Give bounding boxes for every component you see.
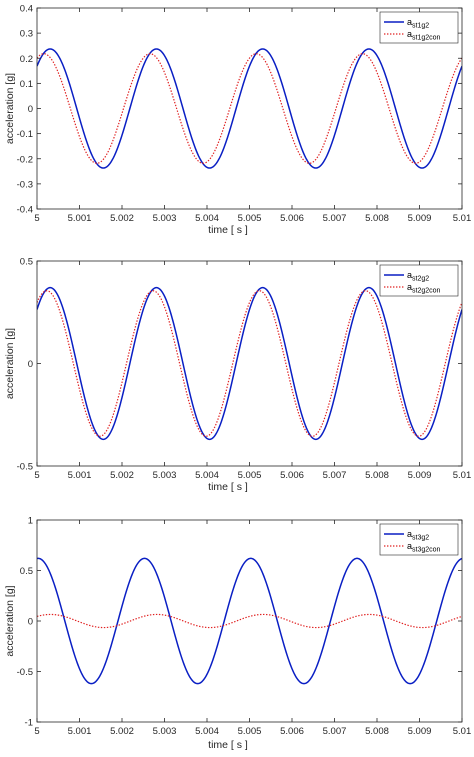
- x-tick-label: 5.007: [323, 213, 347, 224]
- x-tick-label: 5.009: [408, 213, 432, 224]
- x-tick-label: 5.01: [453, 213, 472, 224]
- legend-name: a: [407, 541, 412, 551]
- legend-box: [379, 523, 459, 556]
- x-tick-label: 5.009: [408, 470, 432, 481]
- x-tick-label: 5.005: [238, 726, 262, 737]
- x-tick-label: 5.006: [280, 726, 304, 737]
- y-tick-label: -0.4: [17, 205, 33, 216]
- legend-entry: ast1g2: [407, 17, 429, 30]
- x-tick-label: 5.01: [453, 726, 472, 737]
- y-axis-label: acceleration [g]: [4, 73, 16, 144]
- x-tick-label: 5.009: [408, 726, 432, 737]
- x-tick-label: 5.004: [195, 213, 219, 224]
- legend-name-subscript: st2g2con: [412, 288, 441, 295]
- series-line-a_st2g2con: [37, 290, 462, 437]
- legend-name-subscript: st3g2: [412, 535, 429, 542]
- y-axis-label: acceleration [g]: [4, 328, 16, 399]
- series-line-a_st2g2: [37, 286, 462, 441]
- legend-box: [379, 11, 459, 44]
- legend-name: a: [407, 529, 412, 539]
- x-axis-label: time [ s ]: [208, 739, 248, 751]
- x-tick-label: 5.004: [195, 726, 219, 737]
- x-tick-label: 5.008: [365, 213, 389, 224]
- series-group: [37, 48, 462, 169]
- legend-entry: ast1g2con: [407, 29, 441, 42]
- x-tick-label: 5.003: [153, 213, 177, 224]
- y-tick-label: 0.2: [20, 54, 33, 65]
- legend-name-subscript: st1g2con: [412, 35, 441, 42]
- x-tick-label: 5.008: [365, 470, 389, 481]
- y-tick-label: -0.3: [17, 179, 33, 190]
- legend-name-subscript: st2g2: [412, 276, 429, 283]
- y-tick-label: 1: [28, 516, 33, 527]
- y-tick-label: -1: [25, 718, 33, 729]
- x-tick-label: 5: [34, 726, 39, 737]
- series-group: [37, 286, 462, 441]
- x-tick-label: 5.002: [110, 726, 134, 737]
- x-tick-label: 5.006: [280, 213, 304, 224]
- x-tick-label: 5: [34, 470, 39, 481]
- x-axis-label: time [ s ]: [208, 481, 248, 493]
- x-tick-label: 5.004: [195, 470, 219, 481]
- series-line-a_st1g2con: [37, 53, 462, 164]
- legend-entry: ast2g2con: [407, 282, 441, 295]
- y-tick-label: -0.5: [17, 667, 33, 678]
- chart-2: 5 5.001 5.002 5.003 5.004 5.005 5.006 5.007 5.00…: [4, 257, 471, 494]
- x-tick-label: 5.005: [238, 470, 262, 481]
- legend-name: a: [407, 29, 412, 39]
- y-tick-label: -0.1: [17, 129, 33, 140]
- x-tick-label: 5.007: [323, 470, 347, 481]
- x-axis-label: time [ s ]: [208, 224, 248, 236]
- chart-1: 5 5.001 5.002 5.003 5.004 5.005 5.006 5.007 5.00…: [4, 4, 471, 237]
- y-tick-label: -0.2: [17, 154, 33, 165]
- legend-name: a: [407, 270, 412, 280]
- y-tick-label: 0: [28, 104, 33, 115]
- series-line-a_st1g2: [37, 48, 462, 169]
- x-tick-label: 5.008: [365, 726, 389, 737]
- y-tick-label: 0.4: [20, 4, 33, 15]
- x-tick-label: 5.001: [68, 470, 92, 481]
- x-tick-label: 5.003: [153, 470, 177, 481]
- x-tick-label: 5.005: [238, 213, 262, 224]
- x-tick-label: 5.01: [453, 470, 472, 481]
- legend-entry: ast3g2: [407, 529, 429, 542]
- x-tick-label: 5.002: [110, 213, 134, 224]
- series-line-a_st3g2: [37, 557, 462, 685]
- x-tick-label: 5.003: [153, 726, 177, 737]
- y-tick-label: -0.5: [17, 462, 33, 473]
- series-group: [37, 557, 462, 685]
- y-axis-label: acceleration [g]: [4, 585, 16, 656]
- y-tick-label: 0: [28, 617, 33, 628]
- series-line-a_st3g2con: [37, 613, 462, 629]
- legend-name: a: [407, 17, 412, 27]
- y-tick-label: 0: [28, 359, 33, 370]
- legend-name-subscript: st3g2con: [412, 547, 441, 554]
- x-tick-label: 5.001: [68, 726, 92, 737]
- x-tick-label: 5: [34, 213, 39, 224]
- legend-entry: ast3g2con: [407, 541, 441, 554]
- x-tick-label: 5.006: [280, 470, 304, 481]
- y-tick-label: 0.1: [20, 79, 33, 90]
- y-tick-label: 0.5: [20, 566, 33, 577]
- y-tick-label: 0.5: [20, 257, 33, 268]
- legend-name: a: [407, 282, 412, 292]
- x-tick-label: 5.007: [323, 726, 347, 737]
- x-tick-label: 5.002: [110, 470, 134, 481]
- legend-box: [379, 264, 459, 297]
- legend-entry: ast2g2: [407, 270, 429, 283]
- chart-3: 5 5.001 5.002 5.003 5.004 5.005 5.006 5.007 5.00…: [4, 516, 471, 752]
- legend-name-subscript: st1g2: [412, 23, 429, 30]
- y-tick-label: 0.3: [20, 29, 33, 40]
- x-tick-label: 5.001: [68, 213, 92, 224]
